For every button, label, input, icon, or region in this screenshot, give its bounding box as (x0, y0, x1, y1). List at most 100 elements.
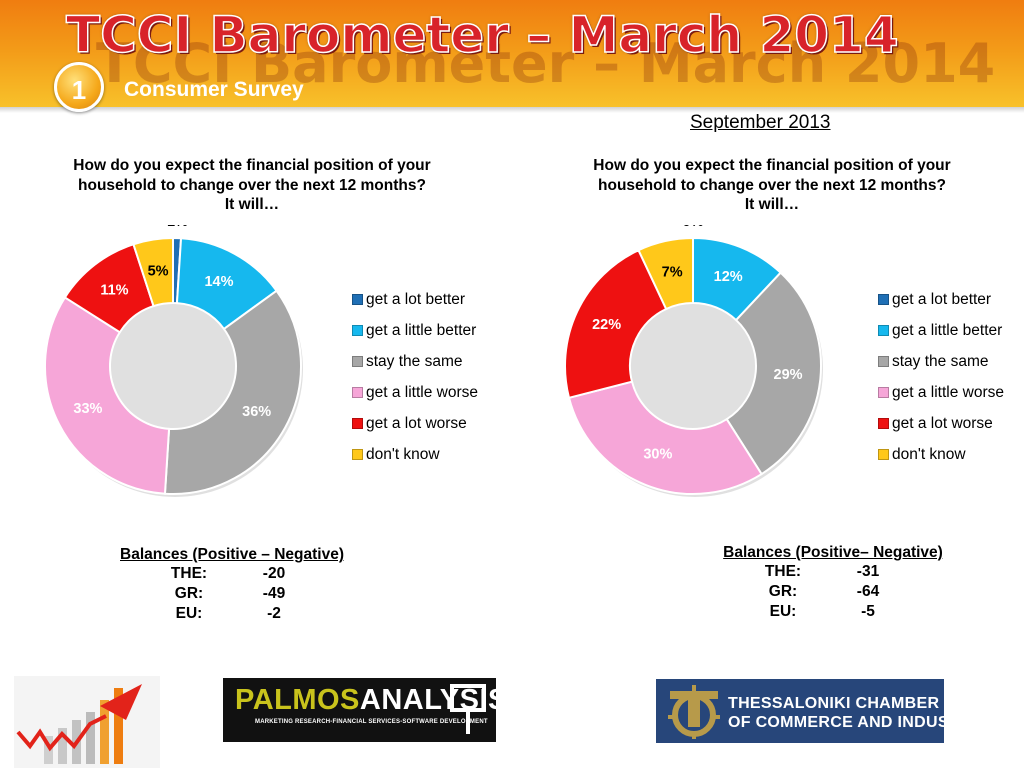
balances-previous: Balances (Positive– Negative) THE: -31 G… (708, 544, 958, 622)
chart-question-previous: How do you expect the financial position… (552, 156, 992, 215)
slice-label-don-t-know: 5% (148, 264, 169, 280)
legend-label: get a lot worse (892, 414, 993, 432)
tcci-wordmark: THESSALONIKI CHAMBER OF COMMERCE AND IND… (728, 694, 981, 732)
legend-item-get-a-lot-better: get a lot better (352, 284, 478, 315)
legend-swatch (352, 325, 363, 336)
donut-slice-stay-the-same (163, 289, 302, 495)
palmos-analysis-logo: PALMOSANALYSIS MARKETING RESEARCH-FINANC… (223, 678, 507, 742)
slice-label-get-a-lot-worse: 11% (100, 282, 128, 298)
legend-swatch (878, 325, 889, 336)
slice-label-stay-the-same: 36% (242, 404, 271, 420)
slice-label-get-a-lot-better: 1% (167, 225, 188, 230)
balance-label: GR: (174, 585, 204, 602)
legend-swatch (878, 294, 889, 305)
balance-row-eu: EU: -2 (106, 604, 358, 624)
donut-slice-get-a-lot-worse (564, 248, 668, 400)
legend-swatch (878, 449, 889, 460)
balance-label: EU: (769, 603, 797, 620)
legend-label: get a little better (366, 321, 477, 339)
chart-question-current: How do you expect the financial position… (32, 156, 472, 215)
question-line: It will… (744, 196, 800, 213)
balances-current: Balances (Positive – Negative) THE: -20 … (106, 546, 358, 624)
legend-swatch (352, 449, 363, 460)
header-shadow (0, 107, 1024, 113)
header-banner (0, 0, 1024, 107)
question-line: How do you expect the financial position… (593, 157, 951, 174)
donut-slice-don-t-know (637, 236, 694, 311)
legend-swatch (878, 418, 889, 429)
legend-swatch (878, 387, 889, 398)
legend-label: don't know (366, 445, 440, 463)
question-line: household to change over the next 12 mon… (598, 176, 946, 194)
legend-item-get-a-little-better: get a little better (352, 315, 478, 346)
title-shadow: TCCI Barometer – March 2014 (96, 32, 996, 95)
slice-label-don-t-know: 7% (662, 265, 683, 281)
page-subtitle: Consumer Survey (124, 78, 304, 101)
balance-value: -49 (262, 585, 286, 602)
balance-row-gr: GR: -49 (106, 584, 358, 604)
legend-item-get-a-little-worse: get a little worse (352, 377, 478, 408)
page-title: TCCI Barometer – March 2014 (65, 5, 899, 65)
legend-swatch (352, 294, 363, 305)
donut-chart-current: 1% 14% 36% 33% 11% 5% (44, 225, 303, 497)
legend-label: stay the same (366, 352, 463, 370)
balance-value: -5 (861, 603, 875, 620)
tcci-logo: THESSALONIKI CHAMBER OF COMMERCE AND IND… (656, 679, 981, 743)
balance-row-the: THE: -20 (106, 564, 358, 584)
balance-row-the: THE: -31 (708, 562, 958, 582)
slice-label-get-a-little-better: 12% (714, 269, 743, 285)
donut-slice-stay-the-same (725, 271, 822, 476)
slice-label-get-a-little-worse: 33% (73, 401, 102, 417)
legend-label: get a lot better (892, 290, 992, 308)
legend-label: get a lot worse (366, 414, 467, 432)
question-line: How do you expect the financial position… (73, 157, 431, 174)
legend-label: get a little worse (366, 383, 478, 401)
legend-swatch (352, 387, 363, 398)
section-number-badge: 1 (54, 62, 104, 112)
balance-row-gr: GR: -64 (708, 582, 958, 602)
slice-label-get-a-little-worse: 30% (643, 447, 672, 463)
balance-value: -31 (856, 563, 880, 580)
chart-legend-current: get a lot better get a little better stay … (352, 284, 478, 470)
legend-item-don-t-know: don't know (878, 439, 1004, 470)
legend-swatch (352, 418, 363, 429)
slice-label-get-a-little-better: 14% (204, 274, 233, 290)
legend-item-stay-the-same: stay the same (352, 346, 478, 377)
slice-label-get-a-lot-worse: 22% (592, 317, 621, 333)
palmos-tagline: MARKETING RESEARCH-FINANCIAL SERVICES-SO… (255, 719, 488, 725)
slice-label-get-a-lot-better: 0% (683, 225, 704, 230)
comparison-period-label: September 2013 (690, 112, 831, 133)
balances-heading: Balances (Positive– Negative) (723, 544, 943, 561)
balance-label: GR: (768, 583, 798, 600)
growth-chart-logo (14, 676, 160, 768)
legend-swatch (878, 356, 889, 367)
donut-chart-previous: 0% 12% 29% 30% 22% 7% (564, 225, 823, 497)
legend-item-don-t-know: don't know (352, 439, 478, 470)
legend-swatch (352, 356, 363, 367)
palmos-p-icon (450, 684, 486, 734)
slice-label-stay-the-same: 29% (774, 367, 803, 383)
legend-label: get a little better (892, 321, 1003, 339)
balance-value: -2 (267, 605, 281, 622)
legend-item-get-a-little-worse: get a little worse (878, 377, 1004, 408)
tcci-wordmark-line: THESSALONIKI CHAMBER (728, 695, 940, 712)
legend-label: get a lot better (366, 290, 466, 308)
chart-legend-previous: get a lot better get a little better stay … (878, 284, 1004, 470)
donut-slice-get-a-little-worse (44, 296, 171, 495)
question-line: household to change over the next 12 mon… (78, 176, 426, 194)
tcci-emblem-icon (668, 685, 720, 739)
donut-slice-get-a-little-worse (567, 380, 763, 495)
balance-label: THE: (764, 563, 802, 580)
balances-heading: Balances (Positive – Negative) (120, 546, 344, 563)
question-line: It will… (224, 196, 280, 213)
balance-label: THE: (170, 565, 208, 582)
legend-label: don't know (892, 445, 966, 463)
palmos-wordmark-part1: PALMOS (235, 684, 360, 716)
legend-item-get-a-little-better: get a little better (878, 315, 1004, 346)
legend-item-get-a-lot-better: get a lot better (878, 284, 1004, 315)
legend-label: get a little worse (892, 383, 1004, 401)
balance-value: -20 (262, 565, 286, 582)
donut-slice-don-t-know (132, 236, 174, 308)
balance-label: EU: (175, 605, 203, 622)
balance-value: -64 (856, 583, 880, 600)
